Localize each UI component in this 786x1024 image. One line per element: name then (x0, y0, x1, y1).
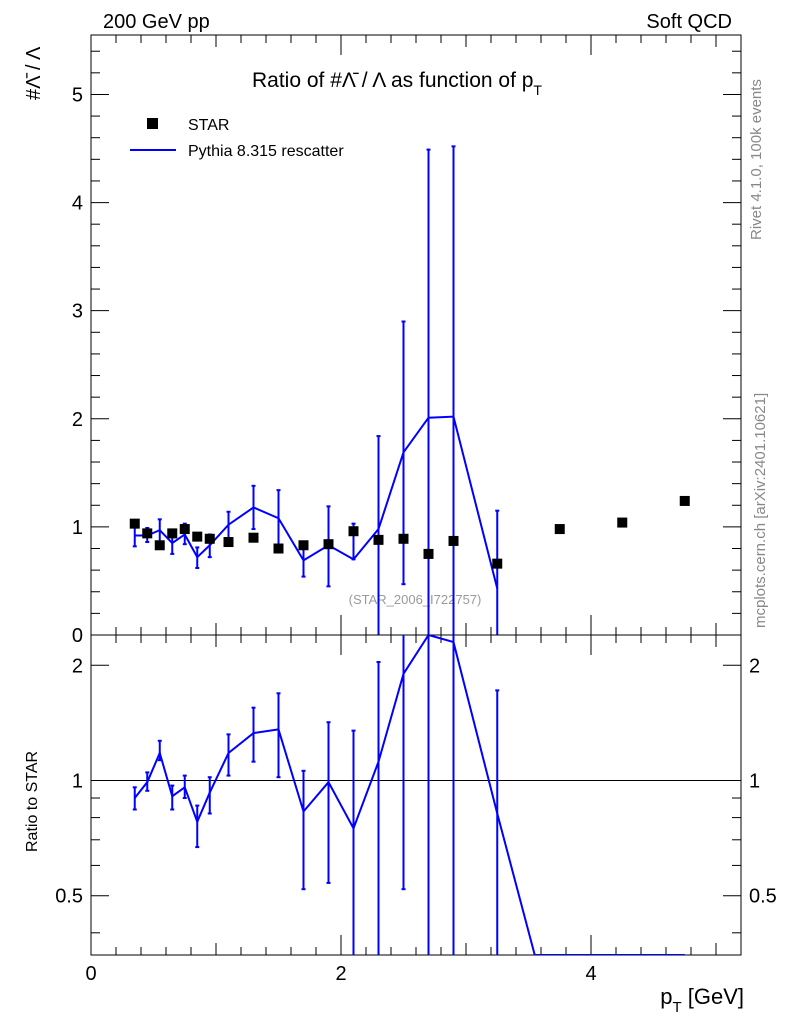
x-tick-label: 4 (585, 963, 596, 985)
pythia-line (134, 415, 499, 589)
ratio-line (133, 635, 685, 955)
plot-title: Ratio of #Λ̄ / Λ as function of pT (252, 69, 542, 98)
star-point (223, 537, 234, 548)
star-point (348, 526, 359, 537)
star-point (398, 533, 409, 544)
star-point (298, 540, 309, 551)
star-point (679, 495, 690, 506)
ratio-y-tick-label-right: 0.5 (749, 886, 777, 908)
x-tick-label: 0 (85, 963, 96, 985)
ratio-y-tick-label-right: 2 (749, 655, 760, 677)
energy-label: 200 GeV pp (103, 11, 210, 33)
legend-star-label: STAR (188, 117, 229, 134)
star-point (554, 524, 565, 535)
star-point (448, 535, 459, 546)
star-point (129, 518, 140, 529)
ratio-y-tick-label-left: 0.5 (55, 886, 83, 908)
star-point (617, 517, 628, 528)
star-point (204, 533, 215, 544)
main-y-tick-label: 3 (72, 301, 83, 323)
legend: STAR Pythia 8.315 rescatter (130, 117, 344, 160)
ratio-y-tick-labels: 0.5 0.5 1 1 2 2 (55, 655, 777, 907)
main-y-tick-label: 1 (72, 517, 83, 539)
star-point (142, 528, 153, 539)
main-axis-ticks (90, 35, 742, 636)
star-point (192, 531, 203, 542)
x-axis-label: pT [GeV] (660, 984, 744, 1016)
main-y-tick-label: 5 (72, 84, 83, 106)
star-point (273, 543, 284, 554)
star-point (323, 539, 334, 550)
ratio-panel: 0.5 0.5 1 1 2 2 0 2 4 Ratio to STAR pT [GeV] (24, 634, 777, 1016)
main-panel: 0 1 2 3 4 5 #Λ̄ / Λ Ratio of #Λ̄ / Λ as funct… (23, 34, 742, 647)
ratio-y-axis-label: Ratio to STAR (24, 751, 41, 852)
star-point (154, 540, 165, 551)
x-tick-label: 2 (335, 963, 346, 985)
ratio-y-tick-label-right: 1 (749, 771, 760, 793)
star-point (167, 528, 178, 539)
main-y-tick-label: 4 (72, 193, 83, 215)
ratio-y-tick-label-left: 2 (72, 655, 83, 677)
main-y-axis-label: #Λ̄ / Λ (23, 46, 45, 100)
ratio-data (91, 635, 741, 955)
star-point (248, 532, 259, 543)
ratio-x-tick-labels: 0 2 4 (85, 963, 596, 985)
star-point (492, 558, 503, 569)
star-point (423, 548, 434, 559)
generator-info: Rivet 4.1.0, 100k events (748, 79, 765, 240)
main-y-tick-label: 2 (72, 409, 83, 431)
legend-star-marker (147, 118, 158, 129)
process-label: Soft QCD (646, 11, 732, 33)
ratio-y-tick-label-left: 1 (72, 771, 83, 793)
site-label: mcplots.cern.ch [arXiv:2401.10621] (752, 393, 769, 628)
main-data (129, 145, 690, 635)
analysis-id: (STAR_2006_I722757) (349, 592, 482, 607)
star-point (373, 534, 384, 545)
star-point (179, 524, 190, 535)
main-y-tick-labels: 0 1 2 3 4 5 (72, 84, 83, 647)
legend-pythia-label: Pythia 8.315 rescatter (188, 143, 344, 160)
main-y-tick-label: 0 (72, 625, 83, 647)
